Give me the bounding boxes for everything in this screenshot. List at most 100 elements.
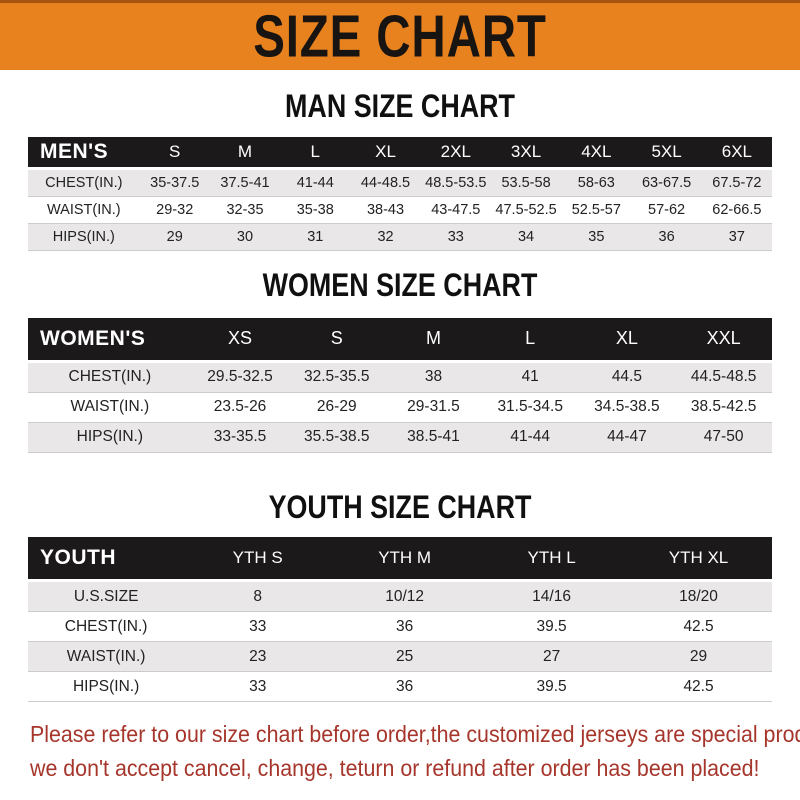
row-label: HIPS(IN.) <box>28 423 192 453</box>
size-value-cell: 44.5 <box>578 363 676 393</box>
size-value-cell: 32 <box>350 224 421 251</box>
size-value-cell: 38 <box>385 363 482 393</box>
size-column-header: 4XL <box>561 136 632 170</box>
table-row: WAIST(IN.) 23.5-26 26-29 29-31.5 31.5-34.5 34… <box>28 392 772 423</box>
size-value-cell: 52.5-57 <box>561 197 632 224</box>
table-row: HIPS(IN.) 33-35.5 35.5-38.5 38.5-41 41-44 44-… <box>28 422 772 453</box>
size-value-cell: 39.5 <box>478 672 626 703</box>
table-row: CHEST(IN.) 33 36 39.5 42.5 <box>28 612 772 643</box>
size-value-cell: 41-44 <box>481 423 579 453</box>
size-column-header: XS <box>191 317 289 363</box>
size-column-header: YTH M <box>331 537 479 583</box>
size-value-cell: 34 <box>490 224 562 251</box>
size-value-cell: 63-67.5 <box>631 170 702 197</box>
row-label: WAIST(IN.) <box>28 197 140 224</box>
size-value-cell: 41 <box>481 363 579 393</box>
size-value-cell: 34.5-38.5 <box>578 393 676 423</box>
size-value-cell: 23.5-26 <box>191 393 289 423</box>
size-value-cell: 35-38 <box>280 197 351 224</box>
size-value-cell: 27 <box>478 642 626 673</box>
size-value-cell: 29-32 <box>139 197 210 224</box>
size-column-header: M <box>209 136 281 170</box>
note-line-2: we don't accept cancel, change, teturn o… <box>30 755 760 782</box>
size-column-header: XL <box>578 317 676 363</box>
footer-note: Please refer to our size chart before or… <box>30 720 800 783</box>
size-column-header: XL <box>350 136 421 170</box>
size-value-cell: 58-63 <box>561 170 632 197</box>
table-header-label: YOUTH <box>28 537 185 583</box>
size-column-header: S <box>139 136 210 170</box>
size-value-cell: 29.5-32.5 <box>191 363 289 393</box>
men-section-heading: MAN SIZE CHART <box>285 88 515 124</box>
row-label: CHEST(IN.) <box>28 612 185 643</box>
men-size-section: MAN SIZE CHART MEN'S S M L XL 2XL 3XL 4XL 5XL 6XL… <box>0 88 800 251</box>
size-value-cell: 38.5-41 <box>385 423 482 453</box>
size-value-cell: 67.5-72 <box>701 170 772 197</box>
size-value-cell: 18/20 <box>625 582 772 613</box>
size-column-header: 6XL <box>701 136 772 170</box>
size-value-cell: 37 <box>701 224 772 251</box>
size-value-cell: 47.5-52.5 <box>490 197 562 224</box>
size-value-cell: 31.5-34.5 <box>481 393 579 423</box>
size-column-header: S <box>288 317 386 363</box>
size-value-cell: 36 <box>331 672 479 703</box>
women-size-section: WOMEN SIZE CHART WOMEN'S XS S M L XL XXL CHEST(… <box>0 267 800 453</box>
size-value-cell: 30 <box>209 224 281 251</box>
size-value-cell: 23 <box>184 642 332 673</box>
row-label: CHEST(IN.) <box>28 170 140 197</box>
banner-title: SIZE CHART <box>253 2 547 70</box>
size-column-header: YTH S <box>184 537 332 583</box>
size-value-cell: 47-50 <box>675 423 772 453</box>
table-row: CHEST(IN.) 35-37.5 37.5-41 41-44 44-48.5 48.5… <box>28 169 772 197</box>
note-line-1: Please refer to our size chart before or… <box>30 721 800 748</box>
size-value-cell: 42.5 <box>625 672 772 703</box>
row-label: U.S.SIZE <box>28 582 185 613</box>
row-label: HIPS(IN.) <box>28 224 140 251</box>
size-value-cell: 29 <box>139 224 210 251</box>
banner: SIZE CHART <box>0 0 800 70</box>
table-row: U.S.SIZE 8 10/12 14/16 18/20 <box>28 582 772 613</box>
size-value-cell: 32-35 <box>209 197 281 224</box>
table-header-row: YOUTH YTH S YTH M YTH L YTH XL <box>28 537 772 583</box>
row-label: WAIST(IN.) <box>28 393 192 423</box>
size-value-cell: 29 <box>625 642 772 673</box>
size-value-cell: 36 <box>331 612 479 643</box>
size-value-cell: 10/12 <box>331 582 479 613</box>
size-value-cell: 62-66.5 <box>701 197 772 224</box>
row-label: HIPS(IN.) <box>28 672 185 703</box>
size-value-cell: 38.5-42.5 <box>675 393 772 423</box>
men-size-table: MEN'S S M L XL 2XL 3XL 4XL 5XL 6XL CHEST(IN.) 35-37… <box>28 136 772 251</box>
table-row: HIPS(IN.) 33 36 39.5 42.5 <box>28 672 772 703</box>
table-header-label: WOMEN'S <box>28 317 192 363</box>
size-value-cell: 43-47.5 <box>420 197 491 224</box>
youth-size-table: YOUTH YTH S YTH M YTH L YTH XL U.S.SIZE 8 10/12… <box>28 537 772 703</box>
row-label: CHEST(IN.) <box>28 363 192 393</box>
youth-size-section: YOUTH SIZE CHART YOUTH YTH S YTH M YTH L YTH… <box>0 489 800 703</box>
size-value-cell: 33 <box>184 612 332 643</box>
size-value-cell: 37.5-41 <box>209 170 281 197</box>
size-value-cell: 29-31.5 <box>385 393 482 423</box>
size-column-header: 2XL <box>420 136 491 170</box>
youth-section-heading: YOUTH SIZE CHART <box>268 488 532 525</box>
size-value-cell: 14/16 <box>478 582 626 613</box>
size-column-header: L <box>280 136 351 170</box>
size-value-cell: 33 <box>184 672 332 703</box>
size-value-cell: 44-48.5 <box>350 170 421 197</box>
size-value-cell: 44.5-48.5 <box>675 363 772 393</box>
size-column-header: XXL <box>675 317 772 363</box>
size-column-header: M <box>385 317 482 363</box>
size-value-cell: 25 <box>331 642 479 673</box>
size-value-cell: 35 <box>561 224 632 251</box>
row-label: WAIST(IN.) <box>28 642 185 673</box>
size-value-cell: 57-62 <box>631 197 702 224</box>
table-row: WAIST(IN.) 29-32 32-35 35-38 38-43 43-47.5 47.… <box>28 196 772 224</box>
size-column-header: YTH L <box>478 537 626 583</box>
size-value-cell: 36 <box>631 224 702 251</box>
size-value-cell: 39.5 <box>478 612 626 643</box>
size-value-cell: 48.5-53.5 <box>420 170 491 197</box>
women-size-table: WOMEN'S XS S M L XL XXL CHEST(IN.) 29.5-32.5 32.5… <box>28 317 772 453</box>
size-value-cell: 53.5-58 <box>490 170 562 197</box>
size-value-cell: 44-47 <box>578 423 676 453</box>
table-row: WAIST(IN.) 23 25 27 29 <box>28 642 772 673</box>
